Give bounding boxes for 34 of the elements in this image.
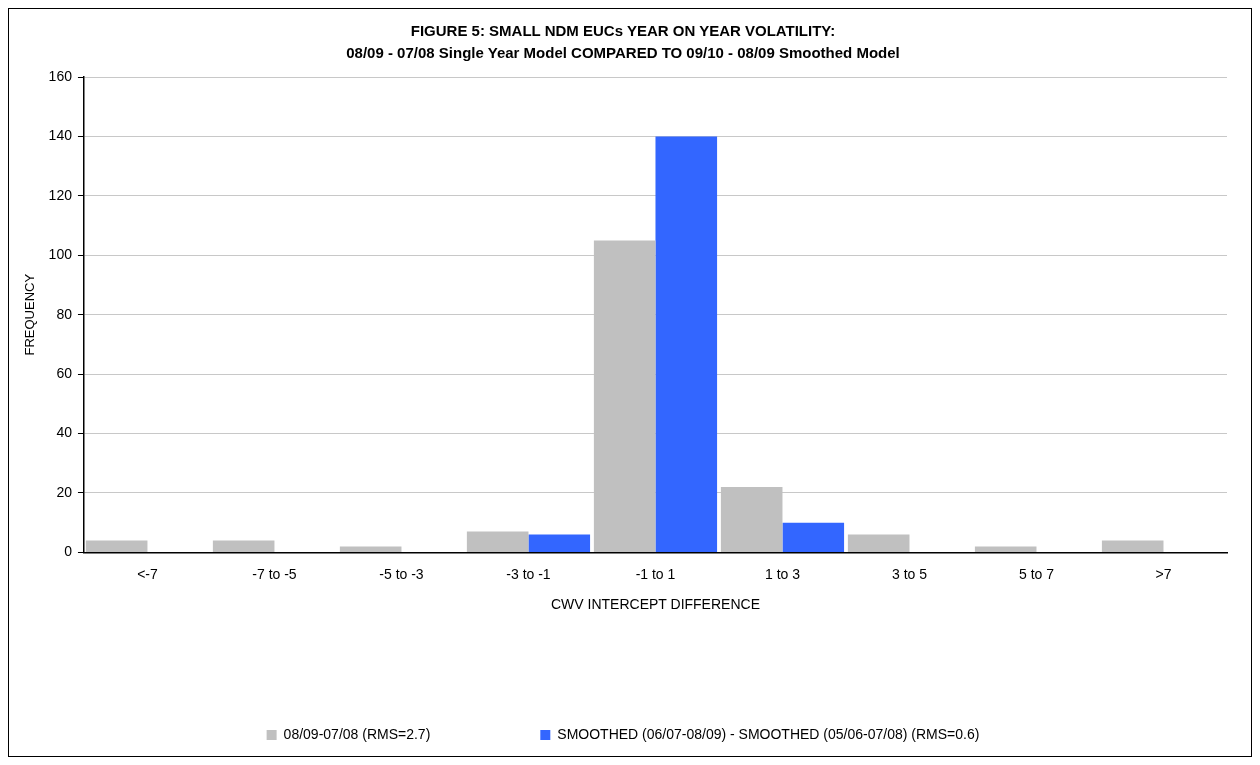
y-tick-label: 20 xyxy=(56,483,73,500)
y-tick-label: 140 xyxy=(48,127,73,144)
x-tick-label: -1 to 1 xyxy=(635,565,676,582)
x-tick-label: -3 to -1 xyxy=(506,565,551,582)
y-tick-label: 120 xyxy=(48,186,73,203)
bar xyxy=(655,136,718,552)
bar xyxy=(466,531,529,552)
bar xyxy=(782,522,845,552)
bar xyxy=(85,540,148,552)
x-tick-label: >7 xyxy=(1155,565,1172,582)
y-tick-label: 100 xyxy=(48,246,73,263)
bar xyxy=(974,546,1037,552)
x-axis-title: CWV INTERCEPT DIFFERENCE xyxy=(550,596,760,613)
x-tick-label: <-7 xyxy=(137,565,158,582)
x-tick-label: -5 to -3 xyxy=(379,565,424,582)
bar xyxy=(528,534,591,552)
y-tick-label: 80 xyxy=(56,305,73,322)
x-tick-label: 1 to 3 xyxy=(764,565,801,582)
bar xyxy=(339,546,402,552)
x-tick-label: 5 to 7 xyxy=(1018,565,1055,582)
y-tick-label: 40 xyxy=(56,424,73,441)
y-axis-title: FREQUENCY xyxy=(22,273,38,356)
legend-label: 08/09-07/08 (RMS=2.7) xyxy=(283,725,431,742)
x-tick-label: 3 to 5 xyxy=(891,565,928,582)
chart-title: FIGURE 5: SMALL NDM EUCs YEAR ON YEAR VOLATILITY: xyxy=(410,22,836,40)
chart-subtitle: 08/09 - 07/08 Single Year Model COMPARED TO 09/10 - 08/09 Smoothed Model xyxy=(346,44,900,62)
bar xyxy=(1101,540,1164,552)
y-tick-label: 60 xyxy=(56,364,73,381)
bar xyxy=(847,534,910,552)
legend-label: SMOOTHED (06/07-08/09) - SMOOTHED (05/06-07/08) (RMS=0.6) xyxy=(557,725,980,742)
x-tick-label: -7 to -5 xyxy=(252,565,297,582)
y-tick-label: 0 xyxy=(64,543,73,560)
y-tick-label: 160 xyxy=(48,67,73,84)
bar xyxy=(212,540,275,552)
